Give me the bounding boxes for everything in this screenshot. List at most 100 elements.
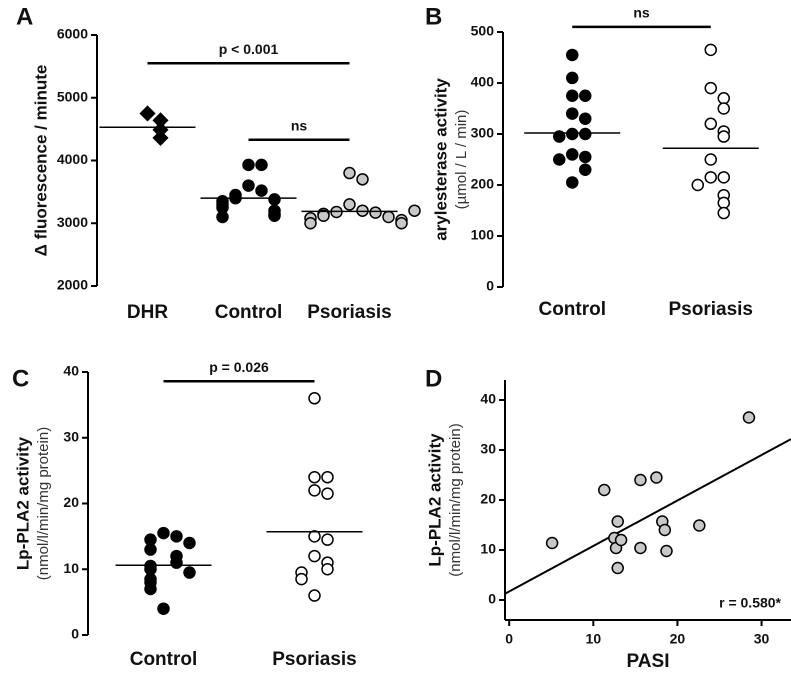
data-point bbox=[650, 471, 663, 484]
data-point bbox=[717, 206, 730, 220]
x-tick-label: Control bbox=[130, 649, 198, 670]
y-tick-label: 20 bbox=[480, 491, 496, 507]
data-point bbox=[579, 89, 592, 102]
data-point bbox=[395, 217, 408, 230]
y-tick-label: 10 bbox=[480, 541, 496, 557]
data-point bbox=[321, 470, 334, 484]
x-tick-label: 0 bbox=[505, 631, 513, 647]
data-point bbox=[553, 130, 566, 143]
y-tick-label: 40 bbox=[63, 363, 79, 379]
y-tick-label: 20 bbox=[63, 494, 79, 510]
data-point bbox=[660, 544, 673, 558]
data-point bbox=[553, 153, 566, 166]
data-point bbox=[308, 470, 321, 484]
data-point bbox=[242, 158, 255, 172]
data-point bbox=[308, 530, 321, 543]
y-tick-label: 4000 bbox=[57, 151, 88, 167]
data-point bbox=[183, 536, 196, 550]
y-tick-label: 0 bbox=[71, 626, 79, 642]
significance-label: ns bbox=[633, 5, 650, 21]
data-point bbox=[566, 89, 579, 102]
y-tick-label: 200 bbox=[471, 176, 495, 192]
data-point bbox=[611, 561, 624, 575]
x-tick-label: 30 bbox=[754, 631, 770, 647]
data-point bbox=[321, 487, 334, 500]
data-point bbox=[382, 210, 395, 224]
panel-label: A bbox=[16, 3, 33, 30]
data-point bbox=[566, 71, 579, 85]
data-point bbox=[144, 582, 157, 596]
data-point bbox=[566, 148, 579, 161]
data-point bbox=[242, 179, 255, 192]
x-tick-label: Control bbox=[538, 299, 606, 320]
y-tick-label: 10 bbox=[63, 560, 79, 576]
data-point bbox=[566, 127, 579, 141]
data-point bbox=[170, 530, 183, 543]
data-point bbox=[658, 523, 672, 537]
data-point bbox=[717, 102, 730, 115]
data-point bbox=[566, 107, 579, 120]
y-tick-label: 2000 bbox=[57, 277, 88, 293]
x-axis-label: PASI bbox=[627, 651, 670, 672]
data-point bbox=[139, 105, 156, 122]
y-axis-label: Lp-PLA2 activity bbox=[13, 436, 32, 570]
y-tick-label: 6000 bbox=[57, 26, 88, 42]
data-point bbox=[566, 176, 579, 189]
data-point bbox=[717, 171, 730, 184]
x-tick-label: 10 bbox=[586, 631, 602, 647]
data-point bbox=[308, 549, 321, 563]
x-tick-label: Psoriasis bbox=[307, 302, 392, 323]
data-point bbox=[704, 43, 717, 57]
data-point bbox=[566, 48, 579, 62]
data-point bbox=[170, 556, 183, 569]
data-point bbox=[369, 206, 382, 219]
data-point bbox=[704, 117, 717, 131]
data-point bbox=[614, 533, 628, 547]
data-point bbox=[317, 209, 330, 222]
data-point bbox=[742, 411, 756, 424]
data-point bbox=[152, 129, 169, 146]
data-point bbox=[157, 602, 170, 615]
significance-label: ns bbox=[291, 117, 308, 133]
x-tick-label: DHR bbox=[127, 302, 168, 323]
data-point bbox=[634, 541, 647, 555]
panel-label: B bbox=[425, 3, 442, 30]
y-axis-sublabel: (µmol / L / min) bbox=[453, 110, 470, 210]
y-tick-label: 100 bbox=[471, 227, 495, 243]
data-point bbox=[321, 533, 334, 546]
data-point bbox=[157, 526, 170, 540]
significance-label: p = 0.026 bbox=[209, 359, 269, 375]
significance-label: p < 0.001 bbox=[219, 41, 279, 57]
data-point bbox=[717, 92, 730, 105]
y-axis-label: Lp-PLA2 activity bbox=[425, 433, 444, 567]
data-point bbox=[295, 572, 308, 586]
y-axis-sublabel: (nmol/l/min/mg protein) bbox=[35, 427, 52, 580]
y-tick-label: 0 bbox=[488, 591, 496, 607]
data-point bbox=[255, 184, 268, 197]
data-point bbox=[611, 515, 624, 528]
y-tick-label: 40 bbox=[480, 391, 496, 407]
x-tick-label: Control bbox=[215, 302, 283, 323]
y-tick-label: 0 bbox=[486, 278, 494, 294]
data-point bbox=[408, 204, 421, 217]
data-point bbox=[356, 173, 369, 186]
regression-line bbox=[504, 438, 791, 595]
data-point bbox=[717, 130, 730, 143]
data-point bbox=[579, 150, 592, 164]
y-axis-sublabel: (nmol/l/min/mg protein) bbox=[447, 423, 464, 576]
data-point bbox=[343, 166, 356, 180]
y-tick-label: 300 bbox=[471, 125, 495, 141]
data-point bbox=[579, 127, 592, 141]
data-point bbox=[183, 566, 196, 579]
data-point bbox=[308, 392, 321, 405]
correlation-annotation: r = 0.580* bbox=[719, 595, 781, 611]
data-point bbox=[717, 196, 730, 210]
data-point bbox=[304, 217, 317, 230]
y-tick-label: 5000 bbox=[57, 88, 88, 104]
data-point bbox=[691, 178, 704, 192]
data-point bbox=[308, 484, 321, 497]
data-point bbox=[343, 198, 356, 211]
y-tick-label: 30 bbox=[480, 441, 496, 457]
data-point bbox=[255, 158, 268, 172]
data-point bbox=[268, 209, 281, 222]
